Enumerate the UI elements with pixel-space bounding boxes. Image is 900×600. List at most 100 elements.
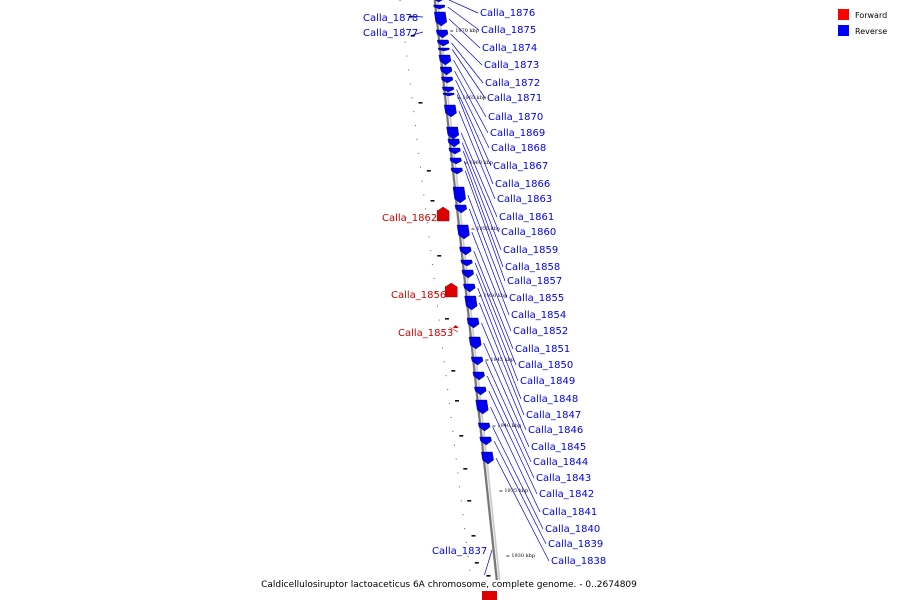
- reverse-gene-leader: [447, 6, 480, 31]
- forward-gene-leader: [449, 327, 459, 333]
- reverse-gene-arrow: [434, 0, 443, 3]
- reverse-gene-label: Calla_1863: [497, 194, 552, 205]
- reverse-gene-arrow: [435, 29, 449, 39]
- reverse-gene-leader: [464, 170, 506, 282]
- reverse-gene-leader: [451, 42, 484, 84]
- forward-genes: Calla_1878 Calla_1877 Calla_1862 Calla_1856…: [363, 13, 493, 577]
- bottom-forward-feature: [482, 591, 497, 600]
- forward-gene-mark: [408, 16, 413, 18]
- reverse-gene-leader: [448, 18, 481, 49]
- reverse-gene-leader: [456, 94, 494, 185]
- reverse-gene-label: Calla_1839: [548, 539, 603, 550]
- forward-gene-arrow: [436, 206, 450, 222]
- reverse-gene-label: Calla_1854: [511, 310, 566, 321]
- reverse-gene-leader: [455, 79, 490, 149]
- reverse-gene-arrow: [474, 386, 487, 396]
- forward-gene-mark: [410, 35, 415, 37]
- inner-feature-mark: [463, 468, 468, 470]
- reverse-gene-leader: [461, 142, 500, 233]
- reverse-gene-arrow: [448, 147, 461, 155]
- reverse-gene-leader: [469, 208, 510, 316]
- inner-feature-mark: [454, 400, 459, 402]
- legend-reverse-swatch: [838, 25, 849, 36]
- reverse-gene-label: Calla_1876: [480, 8, 535, 19]
- legend-forward-label: Forward: [855, 11, 887, 20]
- forward-gene-mark: [486, 575, 491, 577]
- reverse-gene-label: Calla_1845: [531, 442, 586, 453]
- reverse-gene-arrow: [442, 86, 455, 93]
- reverse-gene-leader: [495, 457, 550, 562]
- reverse-gene-arrow: [475, 399, 489, 415]
- reverse-gene-label: Calla_1848: [523, 394, 578, 405]
- reverse-gene-leader: [452, 49, 486, 99]
- reverse-gene-leader: [481, 322, 527, 431]
- inner-guide-line: [399, 0, 473, 589]
- forward-gene-label: Calla_1862: [382, 213, 437, 224]
- reverse-gene-arrow: [449, 157, 462, 165]
- reverse-gene-arrow: [479, 436, 492, 446]
- legend-reverse-label: Reverse: [855, 27, 887, 36]
- reverse-gene-label: Calla_1843: [536, 473, 591, 484]
- reverse-gene-leader: [456, 89, 492, 167]
- reverse-gene-leader: [479, 302, 525, 416]
- reverse-gene-label: Calla_1841: [542, 507, 597, 518]
- reverse-gene-label: Calla_1842: [539, 489, 594, 500]
- reverse-gene-label: Calla_1860: [501, 227, 556, 238]
- legend: Forward Reverse: [838, 9, 887, 36]
- reverse-gene-arrow: [472, 371, 485, 381]
- reverse-gene-leader: [462, 150, 502, 251]
- reverse-gene-leader: [450, 33, 483, 66]
- inner-feature-mark: [418, 102, 423, 104]
- reverse-gene-leader: [485, 360, 532, 463]
- scale-tick-label: 1965 kbp: [462, 95, 486, 101]
- reverse-gene-leader: [475, 273, 519, 382]
- scale-tick-label: 1930 kbp: [511, 553, 535, 559]
- reverse-gene-arrow: [466, 317, 480, 329]
- reverse-gene-arrow: [439, 66, 453, 76]
- scale-tick-label: 1950 kbp: [484, 293, 508, 299]
- scale-tick-label: 1970 kbp: [455, 28, 479, 34]
- reverse-gene-label: Calla_1849: [520, 376, 575, 387]
- genome-backbone: [433, 0, 499, 581]
- reverse-gene-arrow: [443, 104, 457, 118]
- reverse-gene-arrow: [437, 47, 450, 52]
- reverse-gene-leader: [471, 231, 512, 332]
- reverse-gene-arrow: [434, 11, 447, 27]
- reverse-gene-arrow: [437, 39, 450, 47]
- forward-gene-label: Calla_1837: [432, 546, 487, 557]
- reverse-gene-arrow: [452, 186, 466, 204]
- reverse-gene-leader: [490, 406, 541, 513]
- inner-feature-mark: [430, 200, 435, 202]
- reverse-gene-label: Calla_1874: [482, 43, 537, 54]
- forward-gene-label: Calla_1878: [363, 13, 418, 24]
- reverse-gene-leader: [458, 110, 496, 200]
- reverse-gene-label: Calla_1846: [528, 425, 583, 436]
- reverse-gene-arrow: [454, 204, 467, 214]
- reverse-gene-leader: [474, 262, 517, 366]
- reverse-gene-label: Calla_1866: [495, 179, 550, 190]
- reverse-gene-label: Calla_1857: [507, 276, 562, 287]
- reverse-gene-leader: [453, 59, 487, 118]
- inner-feature-mark: [459, 435, 464, 437]
- forward-gene-label: Calla_1856: [391, 290, 446, 301]
- reverse-gene-leader: [454, 70, 489, 134]
- forward-gene-leader: [410, 15, 424, 18]
- reverse-gene-arrow: [470, 356, 484, 366]
- forward-gene-label: Calla_1877: [363, 28, 418, 39]
- scale-tick-label: 1960 kbp: [469, 160, 493, 166]
- inner-feature-mark: [474, 562, 479, 564]
- reverse-gene-label: Calla_1868: [491, 143, 546, 154]
- reverse-gene-label: Calla_1844: [533, 457, 588, 468]
- reverse-genes: Calla_1876 Calla_1875 Calla_1874 Calla_1873…: [433, 0, 606, 567]
- reverse-gene-arrow: [440, 76, 454, 84]
- forward-gene-leader: [444, 285, 452, 295]
- reverse-gene-leader: [493, 440, 547, 545]
- reverse-gene-arrow: [442, 92, 455, 97]
- reverse-gene-arrow: [446, 126, 460, 140]
- reverse-gene-label: Calla_1861: [499, 212, 554, 223]
- reverse-gene-leader: [477, 287, 522, 400]
- reverse-gene-label: Calla_1873: [484, 60, 539, 71]
- reverse-gene-leader: [492, 426, 544, 530]
- reverse-gene-leader: [486, 375, 535, 479]
